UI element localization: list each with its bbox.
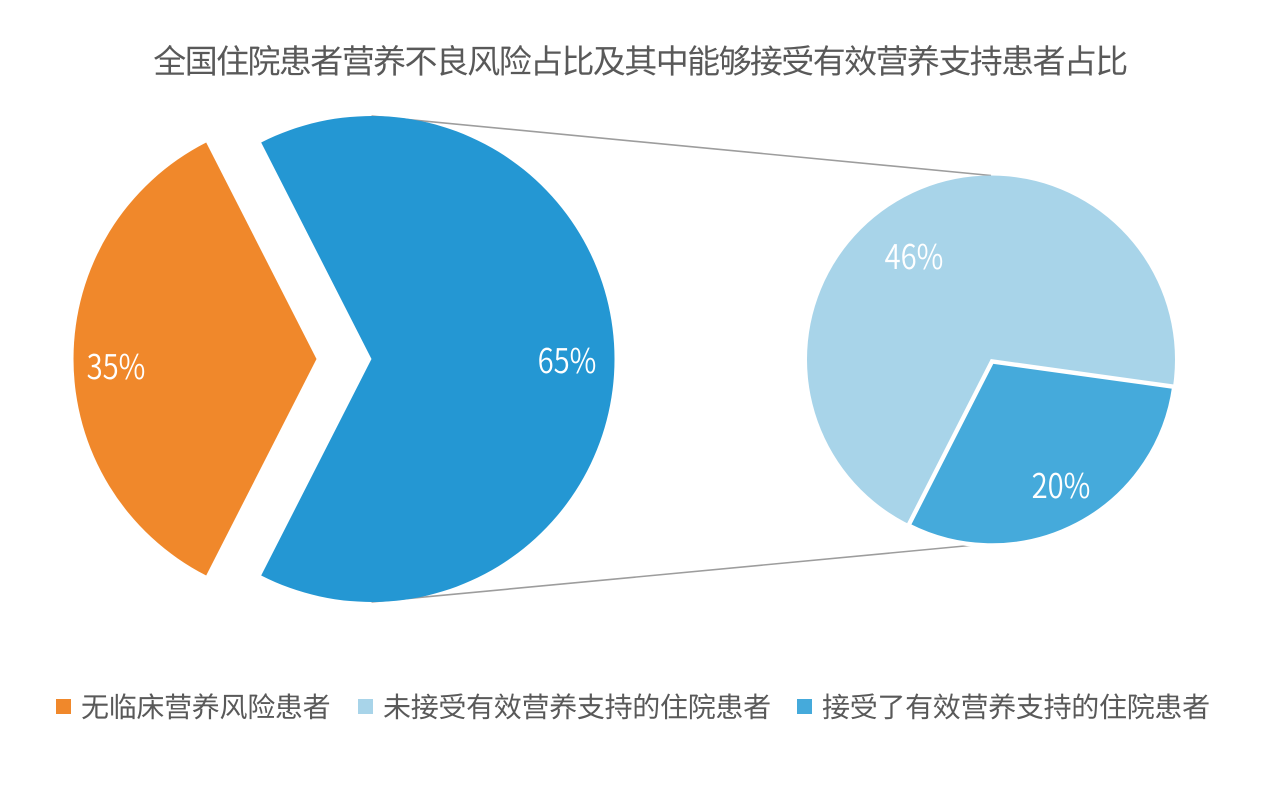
sub-slice-label-20: 20% <box>1031 458 1091 508</box>
main-pie-slice-risk[interactable] <box>261 115 615 602</box>
sub-pie-slice-support[interactable] <box>905 359 1177 548</box>
chart-title: 全国住院患者营养不良风险占比及其中能够接受有效营养支持患者占比 <box>153 35 1128 83</box>
sub-slice-label-46: 46% <box>884 229 944 279</box>
main-slice-label-65: 65% <box>537 333 597 383</box>
series-connector-line-bottom <box>371 542 992 603</box>
main-pie-slice-no-risk[interactable] <box>73 142 317 576</box>
main-slice-label-35: 35% <box>86 339 146 389</box>
series-connector-line-top <box>371 115 992 177</box>
